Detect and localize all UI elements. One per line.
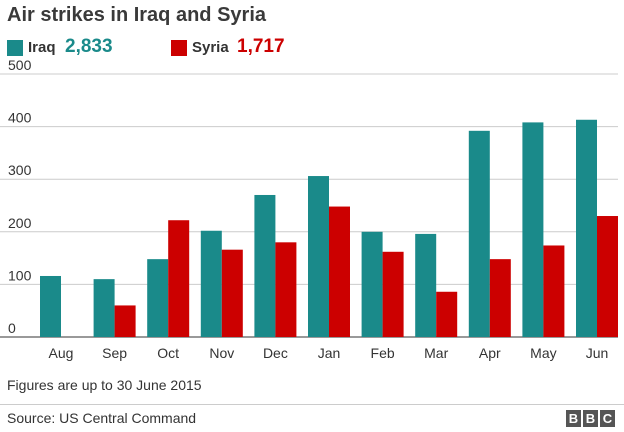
bar-chart: 0 100 200 300 400 500 Aug Sep Oct Nov Dec Jan Feb Mar… [0,60,618,361]
legend-label-iraq: Iraq [28,39,56,56]
divider [0,404,624,405]
bar-iraq [522,122,544,337]
y-tick-label: 200 [8,215,32,231]
y-tick-label: 300 [8,162,32,178]
bar-syria [436,291,458,337]
bar-syria [597,216,618,337]
y-tick-label: 100 [8,267,32,283]
x-tick-label: Oct [157,345,179,361]
legend-total-iraq: 2,833 [65,36,113,57]
bar-syria [382,251,404,337]
chart-title: Air strikes in Iraq and Syria [7,4,266,26]
bar-iraq [308,176,329,337]
legend-total-syria: 1,717 [237,36,285,57]
x-tick-label: Aug [49,345,74,361]
x-tick-label: Sep [102,345,127,361]
y-tick-label: 400 [8,110,32,126]
bar-syria [489,259,511,337]
x-tick-label: Nov [209,345,234,361]
x-tick-label: Feb [371,345,395,361]
x-tick-label: May [530,345,556,361]
bar-iraq [468,130,490,337]
logo-letter: B [583,410,598,427]
bar-syria [221,249,243,337]
bar-syria [275,242,297,337]
logo-letter: B [566,410,581,427]
legend-swatch-iraq [7,40,23,56]
bar-iraq [93,279,115,337]
source-note: Source: US Central Command [7,410,197,426]
x-tick-label: Mar [424,345,448,361]
bar-syria [114,305,136,337]
bar-iraq [147,259,169,337]
y-tick-label: 0 [8,320,16,336]
bar-syria [329,206,350,337]
bar-iraq [254,194,276,337]
x-tick-label: Dec [263,345,288,361]
bar-iraq [200,230,222,337]
y-tick-label: 500 [8,60,32,73]
x-tick-label: Jan [318,345,341,361]
x-tick-label: Apr [479,345,501,361]
legend-swatch-syria [171,40,187,56]
footnote: Figures are up to 30 June 2015 [7,377,202,393]
bar-iraq [415,233,437,337]
bar-syria [543,245,565,337]
logo-letter: C [600,410,615,427]
legend-label-syria: Syria [192,39,229,56]
bar-iraq [40,275,61,337]
bar-iraq [361,231,383,337]
bar-iraq [576,119,597,338]
bar-syria [168,220,190,337]
x-tick-label: Jun [586,345,609,361]
